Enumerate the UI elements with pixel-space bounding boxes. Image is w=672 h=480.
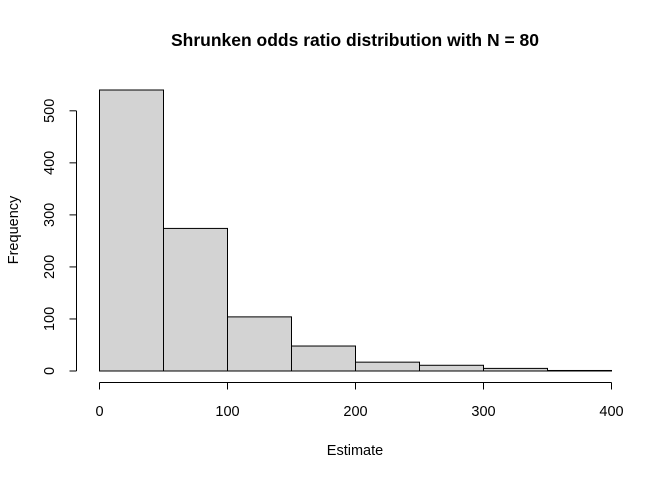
histogram-bar-50-100 — [163, 227, 228, 372]
x-tick-label: 200 — [343, 404, 367, 420]
y-axis: 0 100 200 300 400 500 — [42, 99, 77, 375]
histogram-bar-300-350 — [483, 367, 548, 372]
chart-title: Shrunken odds ratio distribution with N … — [171, 30, 539, 50]
histogram-bar-150-200 — [291, 345, 356, 372]
y-axis-label: Frequency — [6, 195, 22, 264]
x-tick-label: 400 — [599, 404, 623, 420]
y-tick-label: 0 — [42, 367, 58, 375]
y-tick-label: 400 — [42, 151, 58, 175]
y-tick-label: 300 — [42, 203, 58, 227]
histogram-bar-250-300 — [419, 364, 484, 372]
x-tick-label: 0 — [95, 404, 103, 420]
y-tick-label: 500 — [42, 99, 58, 123]
y-tick-label: 100 — [42, 307, 58, 331]
histogram-bar-0-50 — [99, 89, 164, 372]
y-tick-label: 200 — [42, 255, 58, 279]
x-axis: 0 100 200 300 400 — [95, 382, 624, 420]
histogram-bar-200-250 — [355, 361, 420, 372]
x-tick-label: 100 — [215, 404, 239, 420]
x-axis-label: Estimate — [327, 443, 383, 459]
histogram-bars — [99, 89, 612, 372]
histogram-bar-350-400 — [547, 369, 612, 372]
x-tick-label: 300 — [471, 404, 495, 420]
histogram-bar-100-150 — [227, 316, 292, 372]
